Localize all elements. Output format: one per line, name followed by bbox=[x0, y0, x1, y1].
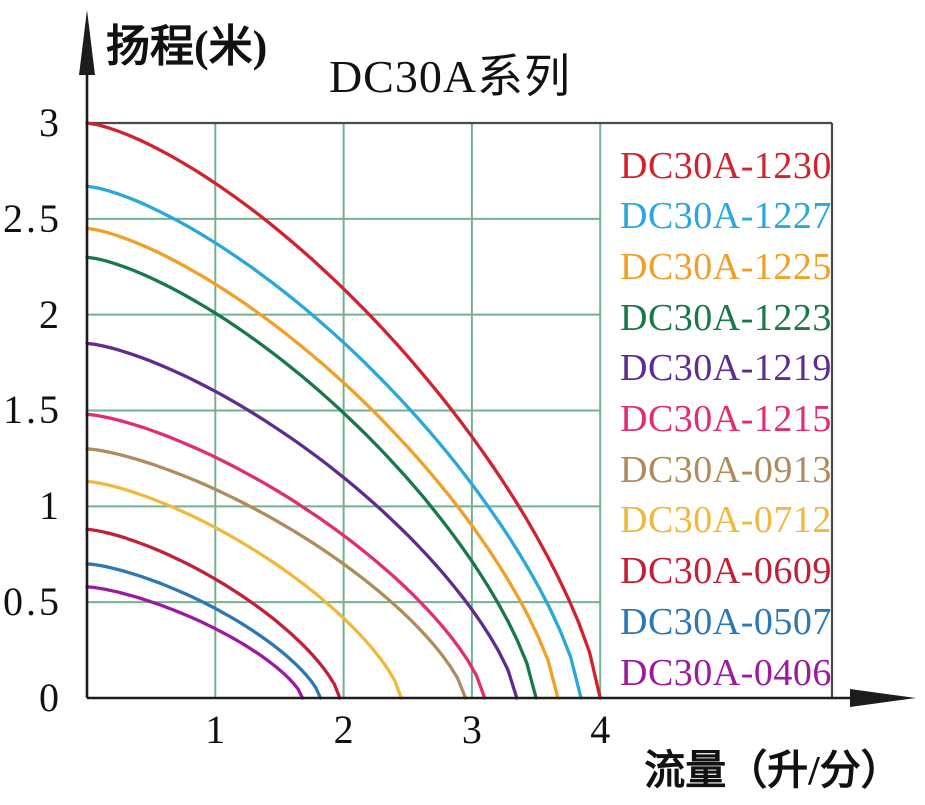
pump-curve-DC30A-0712 bbox=[85, 479, 403, 700]
x-axis-title: 流量（升/分） bbox=[644, 747, 902, 793]
pump-curve-DC30A-1219 bbox=[85, 341, 519, 700]
chart-title: DC30A系列 bbox=[328, 51, 572, 102]
pump-curve-DC30A-1215 bbox=[85, 412, 487, 700]
pump-curve-DC30A-1230 bbox=[85, 121, 602, 700]
legend-item-DC30A-0406: DC30A-0406 bbox=[620, 651, 832, 694]
pump-curves bbox=[85, 121, 602, 700]
axes bbox=[79, 10, 916, 707]
x-tick-label-1: 1 bbox=[205, 707, 226, 752]
pump-curve-DC30A-1223 bbox=[85, 255, 538, 700]
legend-item-DC30A-0609: DC30A-0609 bbox=[620, 550, 832, 593]
legend-item-DC30A-1223: DC30A-1223 bbox=[620, 296, 832, 339]
y-tick-label-2: 2 bbox=[39, 291, 62, 337]
x-tick-label-3: 3 bbox=[461, 707, 482, 752]
x-tick-label-2: 2 bbox=[333, 707, 354, 752]
pump-curve-DC30A-1227 bbox=[85, 184, 583, 700]
legend-item-DC30A-1225: DC30A-1225 bbox=[620, 245, 832, 288]
legend-item-DC30A-1230: DC30A-1230 bbox=[620, 144, 832, 187]
pump-curve-DC30A-0913 bbox=[85, 447, 468, 700]
y-tick-label-0.5: 0.5 bbox=[3, 579, 62, 625]
pump-curve-DC30A-1225 bbox=[85, 226, 560, 700]
pump-curve-DC30A-0609 bbox=[85, 527, 342, 700]
x-tick-label-4: 4 bbox=[590, 707, 611, 752]
plot-frame bbox=[87, 121, 834, 698]
y-tick-label-1.5: 1.5 bbox=[3, 387, 62, 433]
pump-curve-DC30A-0406 bbox=[85, 585, 305, 700]
grid-lines bbox=[87, 123, 602, 698]
legend-item-DC30A-1219: DC30A-1219 bbox=[620, 347, 832, 390]
legend-item-DC30A-0507: DC30A-0507 bbox=[620, 600, 832, 643]
legend-item-DC30A-1227: DC30A-1227 bbox=[620, 195, 832, 238]
y-axis-title: 扬程(米) bbox=[106, 22, 268, 71]
legend-item-DC30A-1215: DC30A-1215 bbox=[620, 398, 832, 440]
y-tick-label-1: 1 bbox=[39, 483, 62, 529]
y-tick-label-3: 3 bbox=[39, 99, 62, 145]
y-tick-label-0: 0 bbox=[39, 675, 62, 720]
x-axis-arrow-icon bbox=[850, 689, 916, 707]
y-axis-arrow-icon bbox=[79, 10, 95, 75]
y-tick-label-2.5: 2.5 bbox=[3, 195, 62, 241]
legend-item-DC30A-0712: DC30A-0712 bbox=[620, 499, 832, 542]
pump-curve-DC30A-0507 bbox=[85, 562, 323, 700]
legend-item-DC30A-0913: DC30A-0913 bbox=[620, 448, 832, 491]
